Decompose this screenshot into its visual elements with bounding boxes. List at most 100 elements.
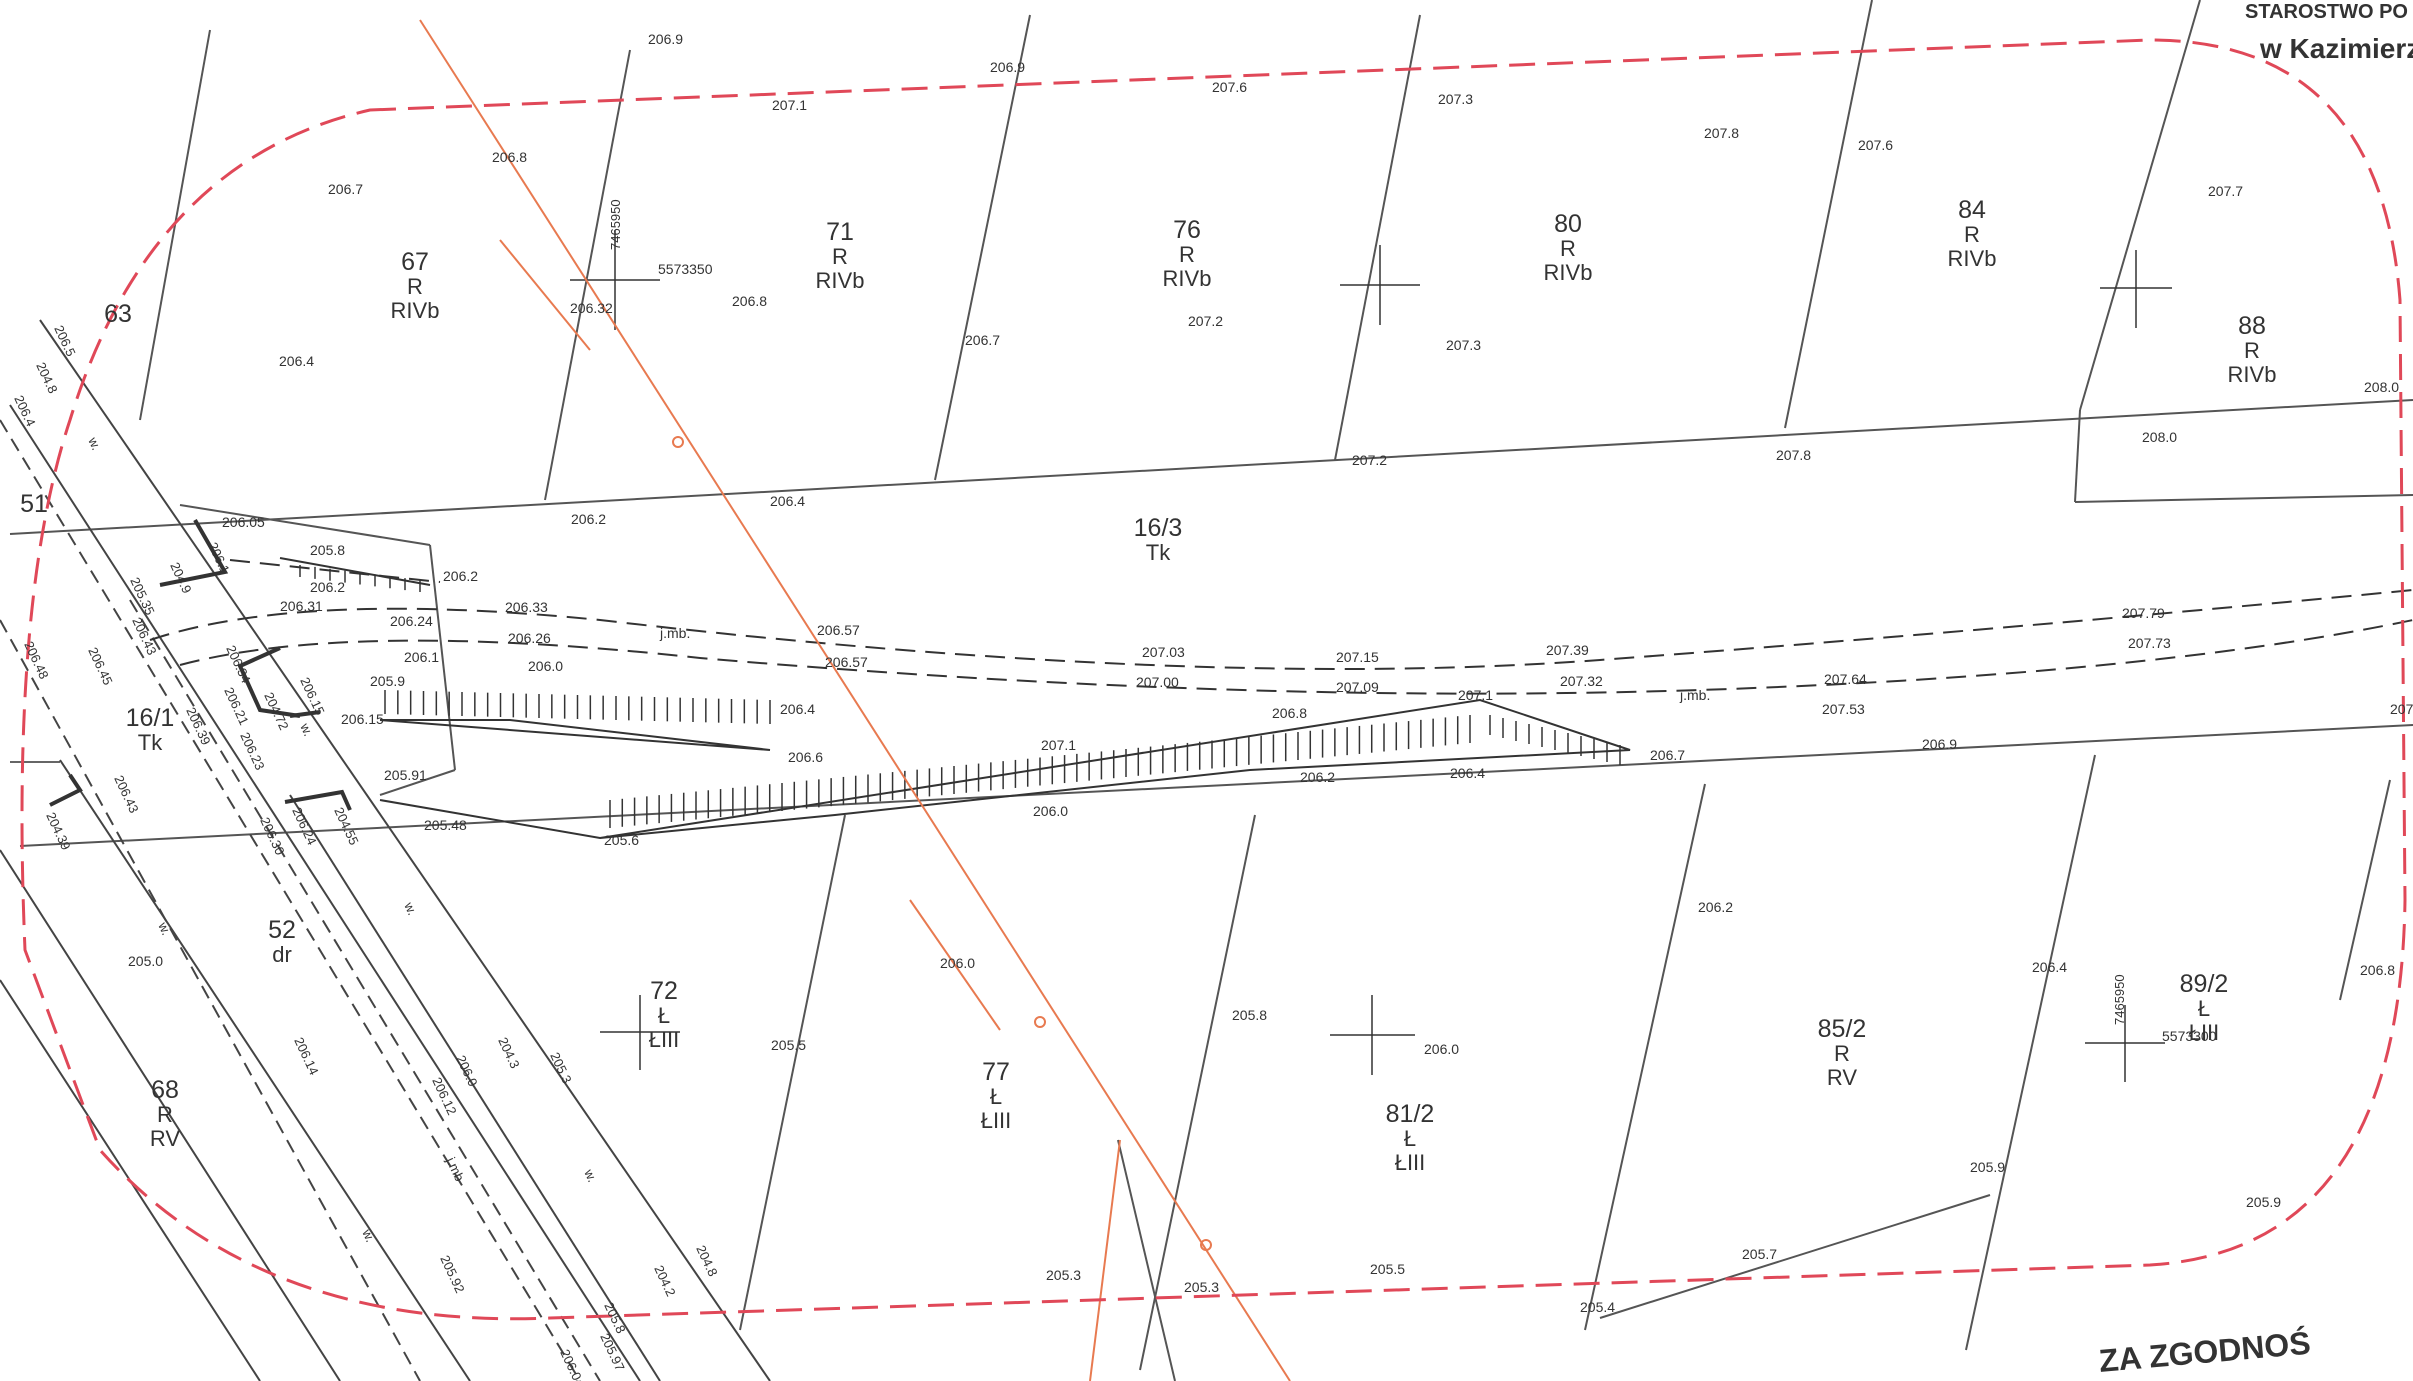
elevation-label: 206.4 bbox=[279, 353, 314, 369]
plot-id: 80 bbox=[1554, 210, 1582, 238]
road-dashed-lines bbox=[0, 419, 601, 1381]
plot-class: R bbox=[157, 1102, 173, 1127]
elevation-label: 206.4 bbox=[770, 493, 805, 509]
plot-id: 68 bbox=[151, 1076, 179, 1104]
plot-class: R bbox=[407, 274, 423, 299]
plot-class: R bbox=[1834, 1041, 1850, 1066]
utility-line bbox=[419, 19, 1291, 1381]
elevation-label: 206.31 bbox=[280, 598, 323, 614]
plot-id: 77 bbox=[982, 1058, 1010, 1086]
rotated-label: 206.43 bbox=[111, 773, 141, 815]
rotated-label: 206.24 bbox=[289, 805, 319, 847]
escarpment-hatch bbox=[299, 565, 1621, 828]
rotated-label: 204.55 bbox=[331, 805, 361, 847]
plot-class: dr bbox=[272, 942, 292, 967]
rotated-label: w. bbox=[85, 434, 104, 452]
parcel-lines bbox=[9, 0, 2413, 1381]
plot-id: 71 bbox=[826, 218, 854, 246]
rotated-label: 206.30 bbox=[257, 815, 287, 857]
rotated-label: 206.0 bbox=[453, 1053, 480, 1089]
elevation-label: 206.15 bbox=[341, 711, 384, 727]
elevation-label: 206.0 bbox=[940, 955, 975, 971]
plot-id: 16/3 bbox=[1134, 514, 1183, 542]
rotated-label: 7465950 bbox=[608, 199, 623, 250]
elevation-label: 206.7 bbox=[1650, 747, 1685, 763]
elevation-label: 206.9 bbox=[1922, 736, 1957, 752]
rotated-label: w. bbox=[155, 919, 174, 937]
elevation-label: 205.9 bbox=[370, 673, 405, 689]
elevation-label: j.mb. bbox=[659, 625, 690, 641]
rotated-label: 206.14 bbox=[291, 1035, 321, 1077]
elevation-label: 207.3 bbox=[1446, 337, 1481, 353]
elevation-label: 206.32 bbox=[570, 300, 613, 316]
rotated-label: 206.21 bbox=[221, 685, 251, 727]
elevation-label: 207.00 bbox=[1136, 674, 1179, 690]
plot-class: R bbox=[1560, 236, 1576, 261]
elevation-label: 205.9 bbox=[1970, 1159, 2005, 1175]
plot-id: 67 bbox=[401, 248, 429, 276]
rotated-label: 206.39 bbox=[183, 705, 213, 747]
elevation-label: 208.0 bbox=[2142, 429, 2177, 445]
plot-class: Ł bbox=[990, 1084, 1002, 1109]
elevation-label: 207.09 bbox=[1336, 679, 1379, 695]
rotated-label: 206.45 bbox=[85, 645, 115, 687]
plot-class: RV bbox=[1827, 1065, 1857, 1090]
plot-label: 51 bbox=[20, 490, 48, 518]
elevation-label: 205.3 bbox=[1184, 1279, 1219, 1295]
elevation-label: 205.91 bbox=[384, 767, 427, 783]
elevation-label: 206.4 bbox=[780, 701, 815, 717]
elevation-label: 206.26 bbox=[508, 630, 551, 646]
escarpment bbox=[279, 557, 1631, 840]
elevation-label: 207.7 bbox=[2208, 183, 2243, 199]
elevation-label: 206.9 bbox=[648, 31, 683, 47]
stamp-top-line2: w Kazimierzy W bbox=[2259, 33, 2413, 64]
elevation-label: 207.1 bbox=[1041, 737, 1076, 753]
elevation-label: 206.0 bbox=[528, 658, 563, 674]
rotated-label: w. bbox=[297, 720, 316, 738]
elevation-label: 206.6 bbox=[788, 749, 823, 765]
elevation-label: 205.48 bbox=[424, 817, 467, 833]
plot-class: Ł bbox=[1404, 1126, 1416, 1151]
elevation-label: 5573350 bbox=[658, 261, 713, 277]
rotated-label: 206.04 bbox=[557, 1347, 587, 1381]
elevation-label: 207.73 bbox=[2128, 635, 2171, 651]
rotated-label: 205.92 bbox=[437, 1253, 467, 1295]
plot-labels: 6367RRIVb71RRIVb76RRIVb80RRIVb84RRIVb88R… bbox=[20, 196, 2276, 1175]
elevation-label: 206.7 bbox=[328, 181, 363, 197]
stamp-top-line1: STAROSTWO PO bbox=[2245, 1, 2408, 23]
elevation-label: 207.64 bbox=[1824, 671, 1867, 687]
plot-class: RIVb bbox=[1948, 246, 1997, 271]
plot-class: R bbox=[2244, 338, 2260, 363]
elevation-label: 206.57 bbox=[825, 654, 868, 670]
elevation-label: 205.7 bbox=[1742, 1246, 1777, 1262]
elevation-label: 206.0 bbox=[1424, 1041, 1459, 1057]
elevation-label: 205.6 bbox=[604, 832, 639, 848]
elevation-label: 205.5 bbox=[1370, 1261, 1405, 1277]
rotated-label: 206.15 bbox=[297, 675, 327, 717]
rotated-label: 204.3 bbox=[495, 1035, 522, 1071]
elevation-label: 206.2 bbox=[1300, 769, 1335, 785]
plot-label: 63 bbox=[104, 300, 132, 328]
elevation-label: 207.1 bbox=[772, 97, 807, 113]
rotated-label: 205.8 bbox=[601, 1300, 628, 1336]
rotated-label: 204.39 bbox=[43, 810, 73, 852]
elevation-label: 205.5 bbox=[771, 1037, 806, 1053]
elevation-label: 207.03 bbox=[1142, 644, 1185, 660]
elevation-label: 206.8 bbox=[1272, 705, 1307, 721]
elevation-label: 207.8 bbox=[1704, 125, 1739, 141]
plot-label: 16/1Tk bbox=[126, 704, 175, 755]
elevation-label: 206.57 bbox=[817, 622, 860, 638]
plot-id: 63 bbox=[104, 300, 132, 328]
rotated-label: 206.1 bbox=[205, 540, 232, 576]
plot-id: 89/2 bbox=[2180, 970, 2229, 998]
rotated-label: w. bbox=[359, 1226, 378, 1244]
